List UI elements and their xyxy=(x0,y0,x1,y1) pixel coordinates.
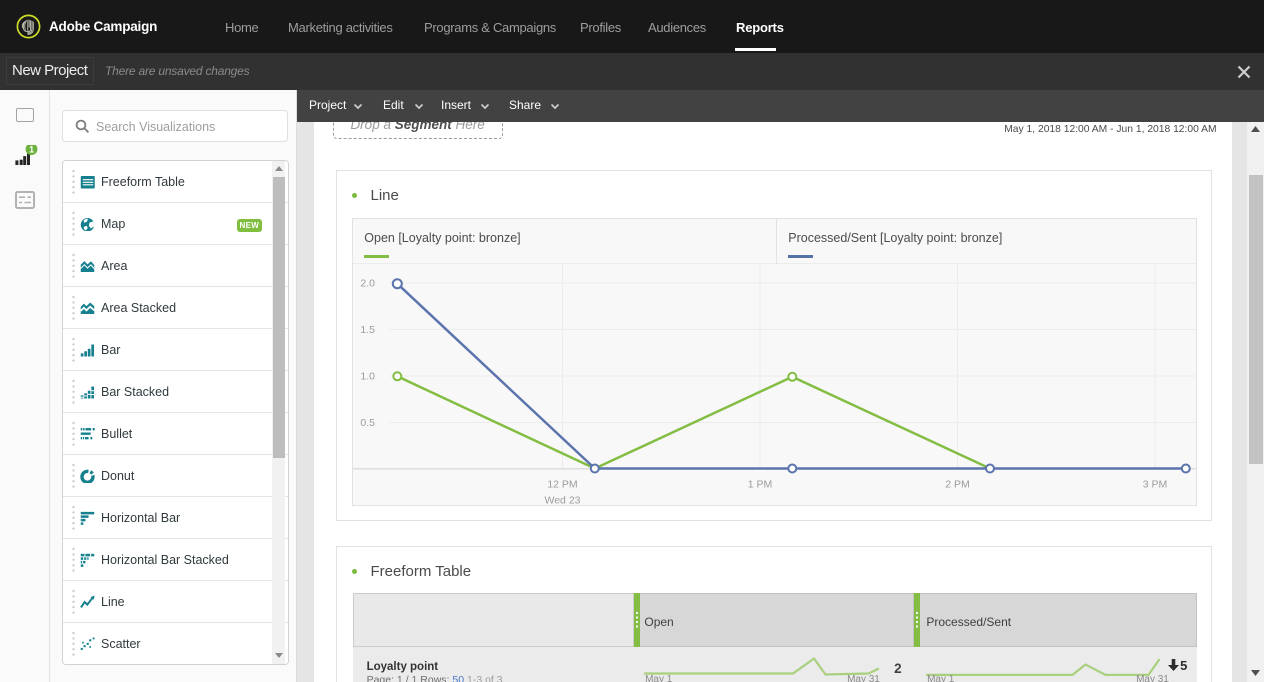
svg-text:12 PM: 12 PM xyxy=(548,478,578,490)
svg-text:1 PM: 1 PM xyxy=(748,478,773,490)
svg-text:1.5: 1.5 xyxy=(361,324,376,336)
svg-text:1: 1 xyxy=(29,145,34,155)
svg-text:2 PM: 2 PM xyxy=(946,478,971,490)
svg-text:Wed 23: Wed 23 xyxy=(545,494,581,506)
svg-text:2.0: 2.0 xyxy=(361,277,376,289)
svg-text:3 PM: 3 PM xyxy=(1143,478,1168,490)
svg-text:0.5: 0.5 xyxy=(361,417,376,429)
svg-text:1.0: 1.0 xyxy=(361,370,376,382)
